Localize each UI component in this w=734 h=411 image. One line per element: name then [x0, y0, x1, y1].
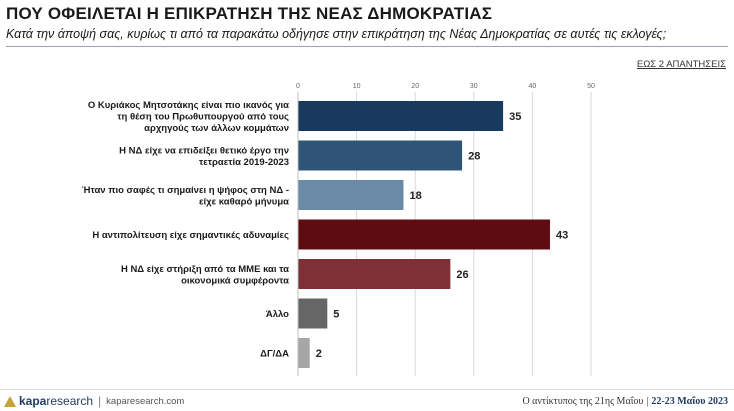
category-label-2: Ήταν πιο σαφές τι σημαίνει η ψήφος στη Ν… — [82, 185, 289, 208]
category-label-line: Η ΝΔ είχε στήριξη από τα ΜΜΕ και τα — [121, 264, 289, 275]
category-label-6: ΔΓ/ΔΑ — [260, 349, 289, 360]
survey-footer: Ο αντίκτυπος της 21ης Μαΐου | 22-23 Μαΐου … — [522, 396, 728, 407]
x-tick-label-0: 0 — [296, 83, 300, 90]
footer-divider — [0, 389, 734, 390]
data-label-4: 26 — [456, 269, 468, 281]
data-label-5: 5 — [333, 309, 339, 321]
category-label-line: αρχηγούς των άλλων κομμάτων — [144, 123, 289, 134]
page-subtitle: Κατά την άποψή σας, κυρίως τι από τα παρ… — [6, 27, 667, 41]
bar-1 — [298, 140, 463, 171]
category-label-1: Η ΝΔ είχε να επιδείξει θετικό έργο την τε… — [119, 145, 289, 168]
data-label-6: 2 — [316, 348, 322, 360]
data-label-0: 35 — [509, 111, 521, 123]
category-label-line: Η αντιπολίτευση είχε σημαντικές αδυναμίε… — [92, 230, 289, 241]
logo-rest-text: research — [46, 394, 94, 408]
survey-separator: | — [646, 396, 649, 407]
x-tick-label-4: 40 — [529, 83, 537, 90]
category-label-line: ΔΓ/ΔΑ — [260, 349, 289, 360]
page-title: ΠΟΥ ΟΦΕΙΛΕΤΑΙ Η ΕΠΙΚΡΑΤΗΣΗ ΤΗΣ ΝΕΑΣ ΔΗΜΟ… — [6, 4, 493, 23]
category-label-line: τη θέση του Πρωθυπουργού από τους — [117, 112, 289, 123]
data-label-2: 18 — [409, 190, 421, 202]
x-tick-label-1: 10 — [353, 83, 361, 90]
kapa-research-logo: kapa research | kaparesearch.com — [4, 394, 184, 408]
data-label-3: 43 — [556, 230, 568, 242]
survey-title: Ο αντίκτυπος της 21ης Μαΐου — [522, 396, 644, 407]
logo-bold-text: kapa — [19, 394, 47, 408]
bar-2 — [298, 180, 404, 210]
category-label-line: Η ΝΔ είχε να επιδείξει θετικό έργο την — [119, 145, 289, 156]
data-label-1: 28 — [468, 151, 480, 163]
x-tick-label-2: 20 — [411, 83, 419, 90]
logo-separator: | — [98, 394, 102, 408]
category-label-line: Άλλο — [266, 309, 289, 320]
answers-note: ΕΩΣ 2 ΑΠΑΝΤΗΣΕΙΣ — [636, 59, 726, 70]
bar-6 — [298, 338, 310, 368]
bar-4 — [298, 259, 451, 289]
header-divider — [6, 46, 728, 47]
category-label-3: Η αντιπολίτευση είχε σημαντικές αδυναμίε… — [92, 230, 289, 241]
category-label-line: είχε καθαρό μήνυμα — [199, 196, 289, 207]
bar-5 — [298, 298, 328, 329]
category-label-line: Ο Κυριάκος Μητσοτάκης είναι πιο ικανός γ… — [88, 100, 289, 111]
survey-date: 22-23 Μαΐου 2023 — [651, 396, 728, 407]
logo-triangle-icon — [4, 395, 16, 407]
bar-0 — [298, 101, 504, 131]
category-label-line: τετραετία 2019-2023 — [199, 157, 289, 168]
category-label-line: Ήταν πιο σαφές τι σημαίνει η ψήφος στη Ν… — [82, 185, 289, 196]
website-url: kaparesearch.com — [106, 395, 185, 407]
category-label-line: οικονομικά συμφέροντα — [181, 275, 289, 286]
category-label-5: Άλλο — [266, 309, 289, 320]
category-label-0: Ο Κυριάκος Μητσοτάκης είναι πιο ικανός γ… — [88, 100, 289, 134]
category-label-4: Η ΝΔ είχε στήριξη από τα ΜΜΕ και τα οικον… — [121, 264, 289, 287]
x-tick-label-5: 50 — [587, 83, 595, 90]
bar-3 — [298, 219, 550, 250]
x-tick-label-3: 30 — [470, 83, 478, 90]
